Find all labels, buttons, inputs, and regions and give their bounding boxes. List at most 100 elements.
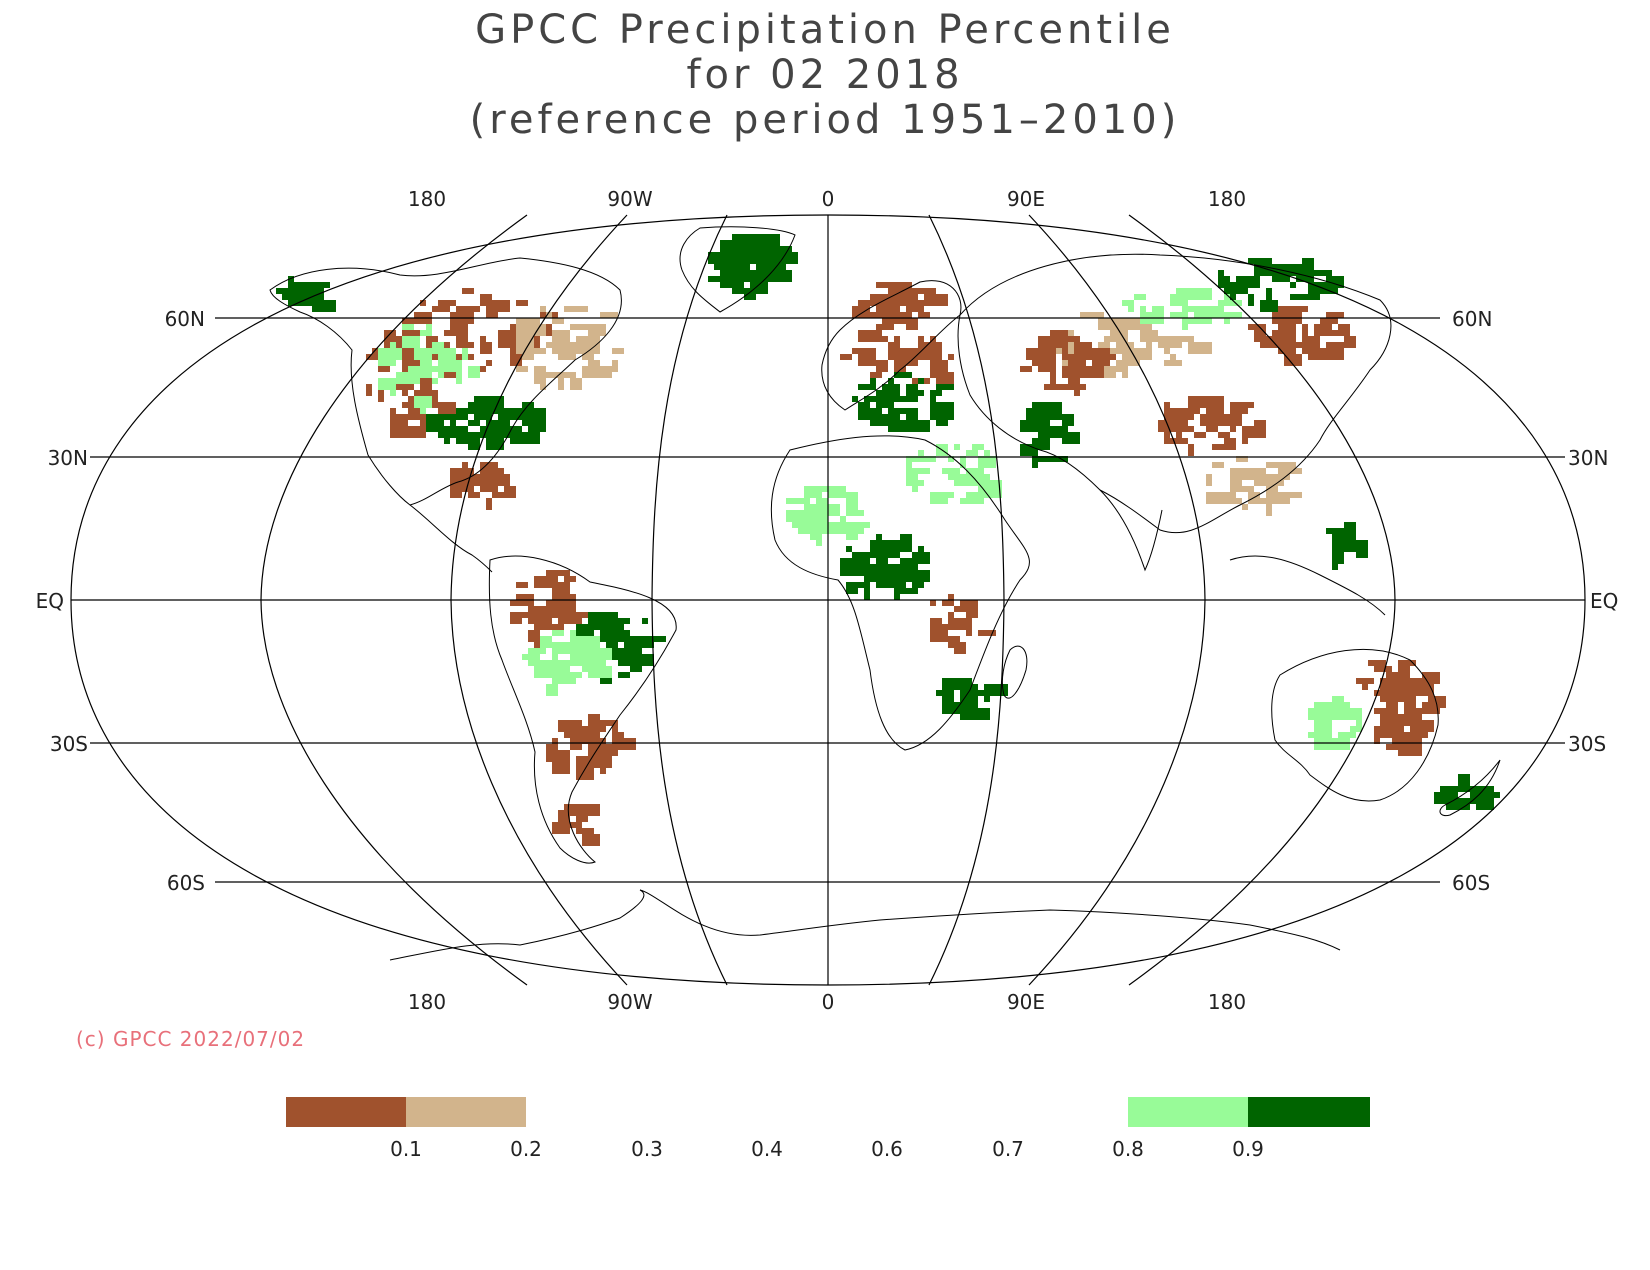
percentile-cell — [738, 264, 750, 276]
percentile-cell — [1026, 408, 1032, 420]
percentile-cell — [906, 420, 912, 432]
percentile-cell — [468, 492, 474, 498]
percentile-cell — [888, 348, 906, 360]
percentile-cell — [522, 414, 528, 426]
percentile-cell — [606, 630, 612, 636]
percentile-cell — [816, 498, 828, 504]
percentile-cell — [1476, 786, 1488, 792]
legend-tick-0-4: 0.4 — [751, 1137, 783, 1161]
percentile-cell — [1338, 534, 1350, 540]
percentile-cell — [594, 738, 600, 750]
latitude-labels-left: 60N 30N EQ 30S 60S — [36, 307, 205, 895]
percentile-cell — [912, 474, 918, 480]
percentile-cell — [966, 468, 984, 480]
percentile-cell — [870, 312, 888, 318]
percentile-cell — [1224, 288, 1230, 294]
lon-label-top-180e: 180 — [1208, 187, 1246, 211]
percentile-cell — [1218, 444, 1236, 450]
percentile-cell — [546, 618, 552, 624]
percentile-cell — [1254, 480, 1260, 486]
percentile-cell — [1176, 420, 1188, 426]
percentile-cell — [1272, 474, 1290, 480]
percentile-cell — [558, 720, 576, 732]
percentile-cell — [522, 318, 540, 330]
percentile-cell — [552, 822, 570, 828]
percentile-cell — [420, 300, 426, 306]
percentile-cell — [948, 612, 954, 624]
percentile-cell — [990, 684, 1008, 696]
percentile-cell — [1266, 504, 1272, 516]
percentile-cell — [480, 294, 492, 306]
percentile-cell — [552, 738, 558, 750]
coast-madagascar — [1001, 645, 1028, 699]
percentile-cell — [1236, 276, 1248, 282]
percentile-cell — [1176, 288, 1188, 300]
percentile-cell — [876, 324, 894, 330]
percentile-cell — [876, 324, 882, 330]
percentile-cell — [1068, 384, 1074, 390]
percentile-cell — [438, 300, 450, 306]
legend-tick-0-9: 0.9 — [1232, 1137, 1264, 1161]
percentile-cell — [918, 378, 924, 384]
lon-label-top-180w: 180 — [408, 187, 446, 211]
percentile-cell — [900, 348, 918, 354]
percentile-cell — [414, 396, 432, 408]
percentile-cell — [564, 612, 570, 624]
percentile-cell — [552, 348, 558, 354]
percentile-cell — [570, 378, 582, 390]
percentile-cell — [576, 822, 582, 834]
percentile-cell — [906, 570, 924, 576]
percentile-cell — [1200, 306, 1212, 312]
percentile-cell — [1428, 696, 1446, 708]
percentile-cell — [966, 450, 978, 456]
meridian-e3 — [1128, 214, 1396, 986]
percentile-cell — [966, 690, 984, 696]
percentile-cell — [612, 630, 630, 642]
percentile-cell — [786, 258, 798, 264]
percentile-cell — [1050, 342, 1062, 348]
percentile-cell — [864, 414, 870, 420]
lon-label-top-0: 0 — [822, 187, 835, 211]
percentile-cell — [612, 642, 618, 648]
percentile-cell — [936, 384, 942, 396]
percentile-cell — [924, 552, 930, 564]
percentile-cell — [1050, 330, 1068, 342]
percentile-cell — [1404, 744, 1422, 756]
percentile-cell — [1224, 312, 1242, 318]
percentile-cell — [948, 468, 960, 474]
percentile-cell — [552, 630, 564, 636]
percentile-cell — [324, 300, 336, 312]
percentile-cell — [1386, 744, 1392, 750]
percentile-cell — [546, 624, 552, 630]
percentile-cell — [1074, 384, 1086, 390]
percentile-cell — [876, 534, 882, 546]
percentile-cell — [846, 492, 858, 504]
percentile-cell — [1326, 714, 1344, 720]
percentile-cell — [1080, 366, 1092, 372]
percentile-cell — [612, 738, 630, 750]
percentile-cell — [1356, 720, 1362, 732]
percentile-cell — [432, 306, 450, 312]
percentile-cell — [474, 396, 480, 402]
percentile-cell — [1248, 294, 1254, 306]
percentile-cell — [588, 666, 594, 678]
percentile-cell — [882, 582, 900, 588]
percentile-cell — [1116, 342, 1128, 348]
percentile-cell — [456, 468, 468, 480]
percentile-cell — [474, 492, 480, 498]
percentile-cell — [930, 294, 948, 306]
percentile-cell — [906, 456, 924, 462]
copyright-note: (c) GPCC 2022/07/02 — [76, 1027, 306, 1051]
percentile-cell — [1038, 402, 1050, 414]
legend-tick-0-2: 0.2 — [510, 1137, 542, 1161]
percentile-cell — [1140, 354, 1152, 360]
percentile-cell — [870, 408, 882, 414]
percentile-cell — [924, 570, 930, 582]
percentile-cell — [516, 330, 534, 336]
percentile-cell — [780, 252, 798, 258]
percentile-cell — [1320, 354, 1338, 360]
percentile-cell — [1218, 312, 1224, 318]
percentile-cell — [912, 582, 918, 588]
percentile-cell — [312, 282, 330, 288]
percentile-cell — [1236, 402, 1254, 408]
